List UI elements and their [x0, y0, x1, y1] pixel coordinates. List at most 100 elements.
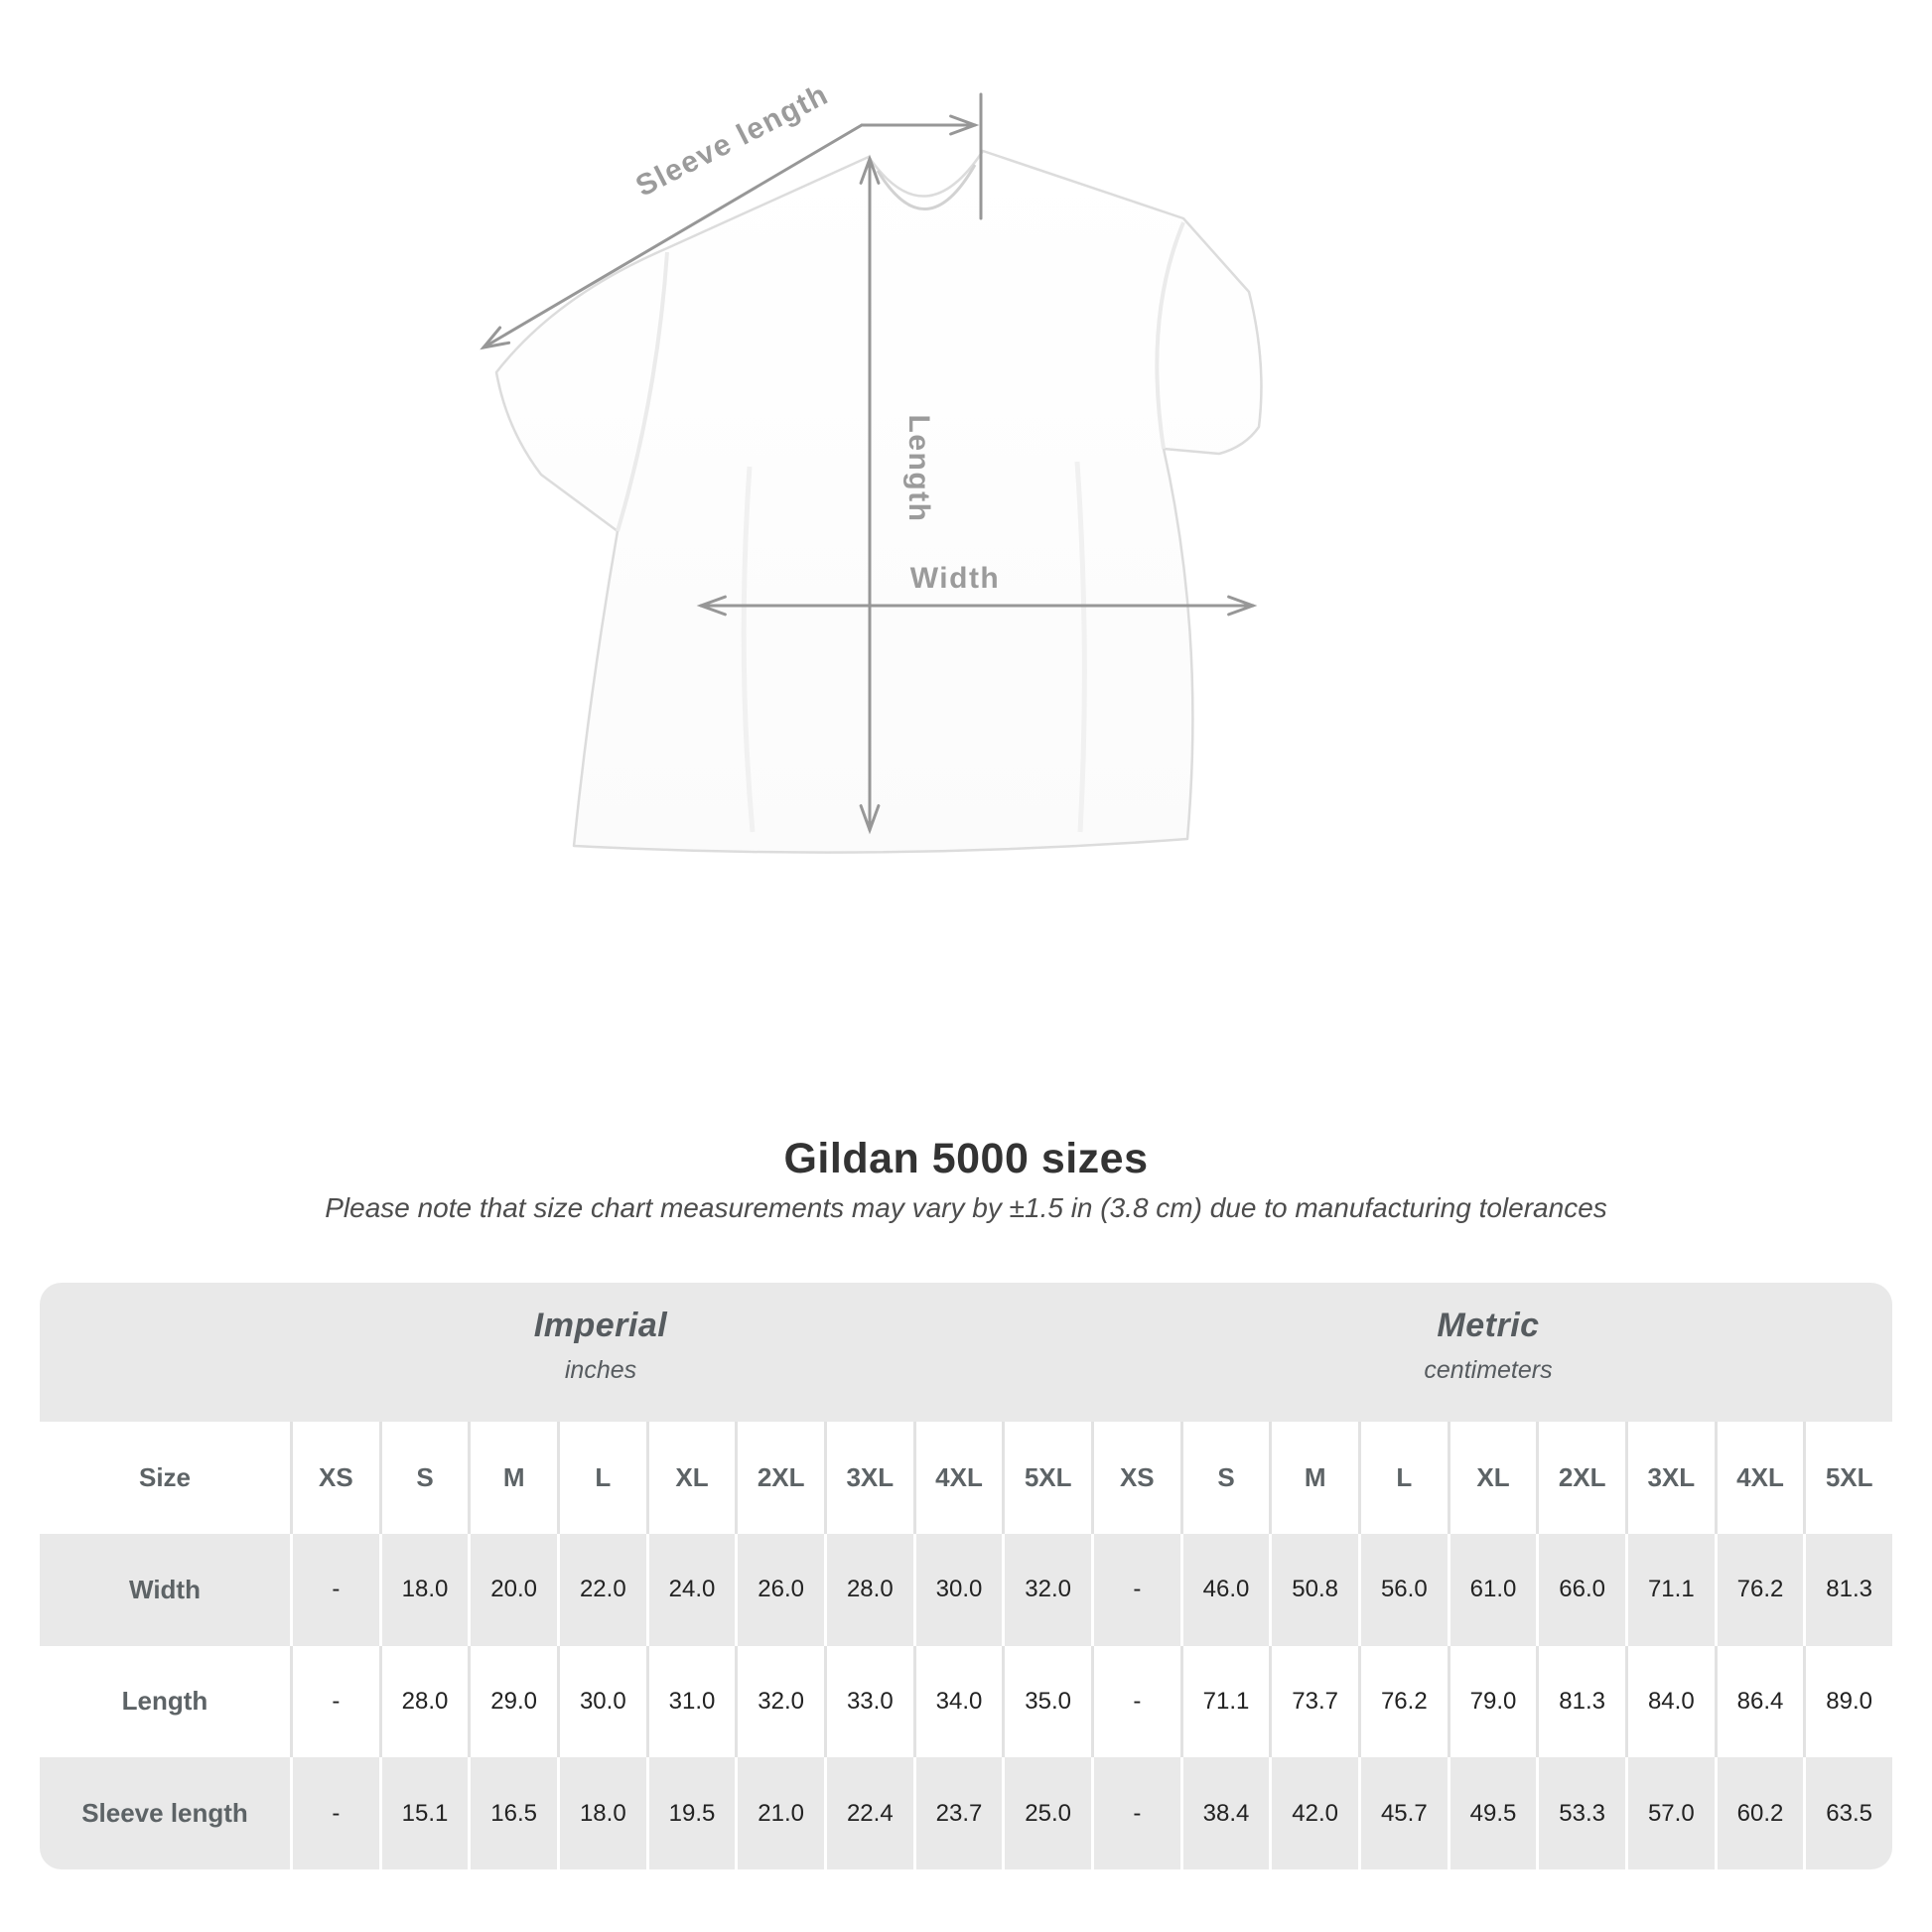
size-col-header-imperial: XS — [293, 1422, 379, 1534]
measurement-value-imperial: 28.0 — [826, 1533, 913, 1646]
sleeve-length-label: Sleeve length — [630, 78, 834, 204]
size-col-header-metric: XS — [1093, 1422, 1180, 1534]
left-armhole-seam — [616, 251, 669, 532]
size-col-header-metric: 3XL — [1627, 1422, 1715, 1534]
measurement-value-imperial: 30.0 — [559, 1645, 646, 1758]
size-col-header-metric: XL — [1449, 1422, 1537, 1534]
size-col-header-metric: M — [1272, 1422, 1358, 1534]
measurement-value-imperial: 29.0 — [471, 1645, 557, 1758]
size-col-header-imperial: 5XL — [1005, 1422, 1091, 1534]
size-chart-table: Imperial inches Metric centimeters Size X… — [40, 1283, 1892, 1869]
size-col-header-metric: 2XL — [1539, 1422, 1625, 1534]
measurement-value-imperial: 32.0 — [1005, 1533, 1091, 1646]
measurement-value-metric: - — [1093, 1757, 1180, 1869]
width-label: Width — [910, 562, 1001, 595]
measurement-arrows — [480, 92, 1258, 835]
measurement-value-imperial: 18.0 — [559, 1757, 646, 1869]
measurement-value-metric: 50.8 — [1272, 1533, 1358, 1646]
fabric-crease — [1074, 461, 1087, 833]
measurement-value-metric: 79.0 — [1449, 1645, 1537, 1758]
imperial-section-header: Imperial inches — [99, 1283, 1102, 1422]
measurement-value-imperial: 30.0 — [915, 1533, 1003, 1646]
measurement-value-imperial: - — [293, 1757, 379, 1869]
measurement-value-metric: 71.1 — [1627, 1533, 1715, 1646]
measurement-value-imperial: - — [293, 1533, 379, 1646]
measurement-value-metric: 81.3 — [1806, 1533, 1892, 1646]
measurement-value-imperial: 25.0 — [1005, 1757, 1091, 1869]
size-col-header-imperial: 3XL — [826, 1422, 913, 1534]
measurement-value-metric: 81.3 — [1539, 1645, 1625, 1758]
measurement-value-metric: 46.0 — [1182, 1533, 1270, 1646]
measurement-value-metric: 53.3 — [1539, 1757, 1625, 1869]
imperial-title: Imperial — [533, 1307, 668, 1344]
length-arrow — [859, 154, 881, 835]
measurement-value-metric: - — [1093, 1533, 1180, 1646]
size-col-header-imperial: M — [471, 1422, 557, 1534]
measurement-value-imperial: 20.0 — [471, 1533, 557, 1646]
measurement-value-metric: 49.5 — [1449, 1757, 1537, 1869]
measurement-value-metric: 38.4 — [1182, 1757, 1270, 1869]
measurement-value-imperial: 33.0 — [826, 1645, 913, 1758]
fabric-crease — [741, 466, 756, 833]
measurement-value-metric: 56.0 — [1360, 1533, 1448, 1646]
sleeve-length-arrow — [480, 92, 983, 350]
size-col-header-imperial: 2XL — [738, 1422, 824, 1534]
size-col-header-imperial: 4XL — [915, 1422, 1003, 1534]
measurement-value-metric: 63.5 — [1806, 1757, 1892, 1869]
measurement-value-imperial: 21.0 — [738, 1757, 824, 1869]
measurement-value-metric: 76.2 — [1717, 1533, 1804, 1646]
measurement-value-imperial: 22.4 — [826, 1757, 913, 1869]
measurement-value-imperial: 18.0 — [381, 1533, 469, 1646]
measurement-value-imperial: 16.5 — [471, 1757, 557, 1869]
measurement-value-metric: 66.0 — [1539, 1533, 1625, 1646]
size-table-grid: Size XS S M L XL 2XL 3XL 4XL 5XL XS S M L XL 2XL 3XL 4XL 5… — [40, 1422, 1892, 1869]
size-col-header-metric: 4XL — [1717, 1422, 1804, 1534]
measurement-value-metric: 57.0 — [1627, 1757, 1715, 1869]
measurement-value-metric: 60.2 — [1717, 1757, 1804, 1869]
metric-unit: centimeters — [1424, 1356, 1553, 1384]
measurement-value-imperial: 15.1 — [381, 1757, 469, 1869]
length-label: Length — [902, 415, 935, 523]
row-label: Sleeve length — [40, 1757, 290, 1869]
measurement-value-imperial: 24.0 — [648, 1533, 736, 1646]
size-col-header-imperial: S — [381, 1422, 469, 1534]
measurement-value-imperial: 28.0 — [381, 1645, 469, 1758]
measurement-value-imperial: 19.5 — [648, 1757, 736, 1869]
imperial-unit: inches — [564, 1356, 637, 1384]
measurement-value-metric: 89.0 — [1806, 1645, 1892, 1758]
collar-seam — [876, 164, 977, 210]
measurement-value-imperial: 26.0 — [738, 1533, 824, 1646]
measurement-value-metric: - — [1093, 1645, 1180, 1758]
metric-title: Metric — [1437, 1307, 1540, 1344]
measurement-value-metric: 84.0 — [1627, 1645, 1715, 1758]
page-title: Gildan 5000 sizes — [783, 1135, 1149, 1182]
size-col-header-imperial: XL — [648, 1422, 736, 1534]
right-armhole-seam — [1155, 221, 1185, 450]
measurement-value-imperial: 22.0 — [559, 1533, 646, 1646]
size-col-header-metric: 5XL — [1806, 1422, 1892, 1534]
size-column-label: Size — [40, 1422, 290, 1534]
measurement-value-metric: 45.7 — [1360, 1757, 1448, 1869]
measurement-value-imperial: 31.0 — [648, 1645, 736, 1758]
tshirt-graphic — [494, 149, 1263, 854]
size-col-header-imperial: L — [559, 1422, 646, 1534]
measurement-value-metric: 71.1 — [1182, 1645, 1270, 1758]
row-label: Width — [40, 1533, 290, 1646]
measurement-value-metric: 86.4 — [1717, 1645, 1804, 1758]
measurement-value-metric: 76.2 — [1360, 1645, 1448, 1758]
measurement-value-imperial: - — [293, 1645, 379, 1758]
metric-section-header: Metric centimeters — [1084, 1283, 1892, 1422]
tshirt-outline — [494, 149, 1263, 854]
measurement-value-metric: 42.0 — [1272, 1757, 1358, 1869]
size-col-header-metric: L — [1360, 1422, 1448, 1534]
measurement-value-imperial: 34.0 — [915, 1645, 1003, 1758]
measurement-value-metric: 73.7 — [1272, 1645, 1358, 1758]
measurement-value-metric: 61.0 — [1449, 1533, 1537, 1646]
measurement-value-imperial: 23.7 — [915, 1757, 1003, 1869]
width-arrow — [696, 595, 1258, 617]
table-header-band: Imperial inches Metric centimeters — [40, 1283, 1892, 1422]
tolerance-note: Please note that size chart measurements… — [325, 1192, 1607, 1223]
measurement-value-imperial: 32.0 — [738, 1645, 824, 1758]
